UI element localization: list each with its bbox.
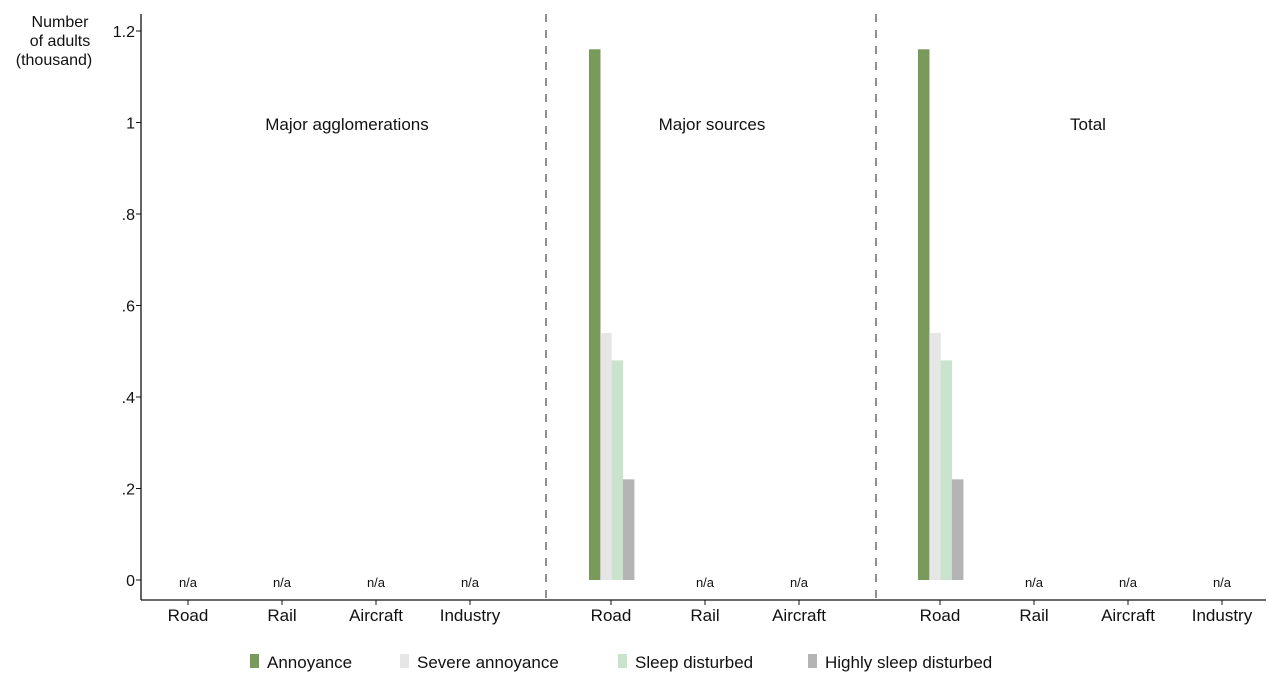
y-tick-label: .6 <box>122 299 135 316</box>
bar-highly-sleep-disturbed <box>951 479 964 580</box>
na-label: n/a <box>273 575 292 590</box>
x-tick-label: Road <box>591 606 632 625</box>
y-tick-label: 0 <box>126 573 135 590</box>
x-tick-label: Rail <box>267 606 296 625</box>
legend-label: Annoyance <box>267 653 352 672</box>
x-tick-label: Aircraft <box>349 606 403 625</box>
legend-label: Severe annoyance <box>417 653 559 672</box>
bar-sleep-disturbed <box>940 360 953 580</box>
bar-highly-sleep-disturbed <box>622 479 635 580</box>
y-tick-label: .4 <box>122 390 135 407</box>
panel-title: Major sources <box>659 115 766 134</box>
x-tick-label: Road <box>168 606 209 625</box>
na-label: n/a <box>179 575 198 590</box>
legend-swatch <box>808 654 817 668</box>
x-tick-label: Rail <box>690 606 719 625</box>
legend: Annoyance Severe annoyance Sleep disturbed… <box>250 653 992 672</box>
bar-annoyance <box>918 49 930 581</box>
x-tick-label: Road <box>920 606 961 625</box>
panel-title: Major agglomerations <box>265 115 428 134</box>
bar-severe-annoyance <box>600 332 612 580</box>
y-tick-label: .8 <box>122 207 135 224</box>
legend-swatch <box>250 654 259 668</box>
y-axis-label-line-1: Number <box>32 14 90 31</box>
y-tick-label: 1.2 <box>113 24 135 41</box>
x-tick-label: Rail <box>1019 606 1048 625</box>
panel-title: Total <box>1070 115 1106 134</box>
na-label: n/a <box>1213 575 1232 590</box>
na-label: n/a <box>1025 575 1044 590</box>
y-axis-label-line-2: of adults <box>30 33 90 50</box>
x-tick-label: Industry <box>1192 606 1253 625</box>
x-tick-label: Aircraft <box>772 606 826 625</box>
na-label: n/a <box>790 575 809 590</box>
x-tick-label: Aircraft <box>1101 606 1155 625</box>
na-label: n/a <box>461 575 480 590</box>
x-tick-label: Industry <box>440 606 501 625</box>
legend-label: Sleep disturbed <box>635 653 753 672</box>
legend-label: Highly sleep disturbed <box>825 653 992 672</box>
legend-swatch <box>618 654 627 668</box>
bar-severe-annoyance <box>929 332 941 580</box>
legend-swatch <box>400 654 409 668</box>
na-label: n/a <box>1119 575 1138 590</box>
bar-sleep-disturbed <box>611 360 624 580</box>
na-label: n/a <box>367 575 386 590</box>
plot-area: 0 .2 .4 .6 .8 1 1.2 Major agglomerations Road n/a… <box>113 14 1266 625</box>
y-axis-label-line-3: (thousand) <box>16 52 93 69</box>
y-tick-label: .2 <box>122 482 135 499</box>
bar-annoyance <box>589 49 601 581</box>
y-tick-label: 1 <box>126 116 135 133</box>
na-label: n/a <box>696 575 715 590</box>
